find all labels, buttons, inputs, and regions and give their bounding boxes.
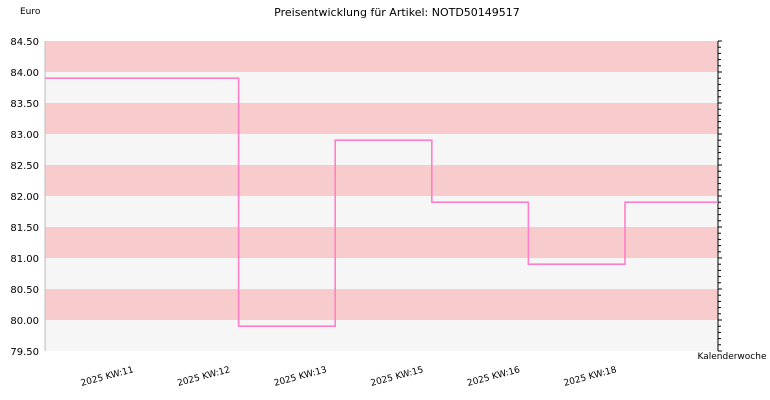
series-layer <box>45 77 718 327</box>
x-tick-label: 2025 KW:16 <box>466 365 521 389</box>
x-tick-label: 2025 KW:18 <box>563 365 618 389</box>
plot-band <box>45 72 718 103</box>
y-tick-label: 84.00 <box>10 68 39 79</box>
plot-band <box>45 165 718 196</box>
plot-band <box>45 196 718 227</box>
x-tick-label: 2025 KW:12 <box>176 365 231 389</box>
y-tick-label: 82.50 <box>10 161 39 172</box>
plot-band <box>45 258 718 289</box>
plot-bands <box>45 41 718 351</box>
y-tick-label: 81.00 <box>10 254 39 265</box>
chart-axes <box>44 40 722 352</box>
price-step-line <box>45 77 718 327</box>
y-axis-label: Euro <box>20 7 41 17</box>
x-tick-label: 2025 KW:11 <box>80 365 135 389</box>
plot-band <box>45 103 718 134</box>
x-tick-label: 2025 KW:13 <box>273 365 328 389</box>
y-tick-label: 81.50 <box>10 223 39 234</box>
y-tick-label: 80.00 <box>10 316 39 327</box>
plot-band <box>45 41 718 72</box>
plot-band <box>45 134 718 165</box>
y-tick-label: 83.00 <box>10 130 39 141</box>
y-tick-label: 79.50 <box>10 347 39 358</box>
x-tick-label: 2025 KW:15 <box>370 365 425 389</box>
plot-band <box>45 320 718 351</box>
chart-title: Preisentwicklung für Artikel: NOTD501495… <box>274 6 520 19</box>
y-tick-label: 83.50 <box>10 99 39 110</box>
y-tick-label: 82.00 <box>10 192 39 203</box>
plot-band <box>45 289 718 320</box>
y-tick-label: 84.50 <box>10 37 39 48</box>
plot-band <box>45 227 718 258</box>
x-axis-label: Kalenderwoche <box>697 352 766 362</box>
y-tick-label: 80.50 <box>10 285 39 296</box>
